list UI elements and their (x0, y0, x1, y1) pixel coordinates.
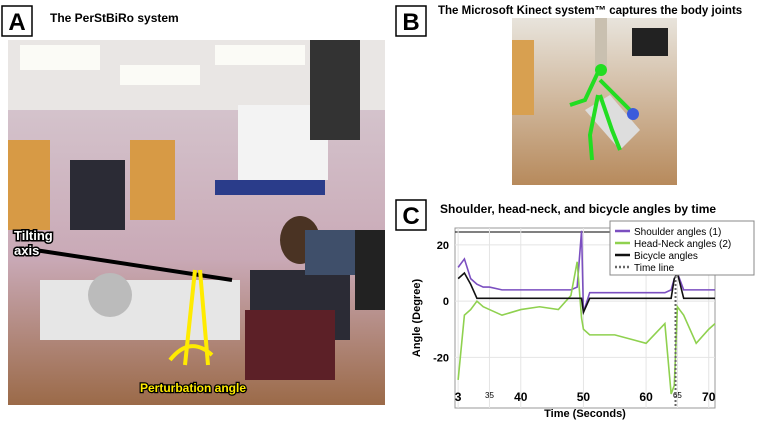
series-line (457, 261, 716, 395)
panel-title: The PerStBiRo system (50, 11, 179, 25)
x-tick-label: 40 (514, 390, 528, 404)
panel-title: The Microsoft Kinect system™ captures th… (438, 5, 742, 17)
photo-kinect (512, 18, 677, 185)
annotation: Tilting (14, 228, 53, 243)
x-tick-label: 65 (673, 391, 682, 400)
panel-letter: B (402, 9, 419, 36)
perturbation-mark (168, 269, 214, 366)
chart-title: Shoulder, head-neck, and bicycle angles … (440, 202, 716, 216)
y-axis-label: Angle (Degree) (411, 279, 423, 358)
legend-label: Head-Neck angles (2) (634, 239, 731, 250)
panel-letter-box (1, 5, 33, 37)
x-tick-label: 35 (485, 391, 494, 400)
x-tick-label: 70 (702, 390, 716, 404)
y-tick-label: 0 (443, 296, 449, 308)
panel-letter: C (402, 203, 419, 230)
legend-label: Bicycle angles (634, 251, 698, 262)
x-axis-label: Time (Seconds) (544, 408, 626, 420)
legend-label: Shoulder angles (1) (634, 227, 721, 238)
panel-letter-box (395, 5, 427, 37)
legend-box (609, 220, 755, 276)
x-tick-label: 3 (455, 390, 462, 404)
annotation: Perturbation angle (140, 381, 246, 395)
annotation: axis (14, 243, 39, 258)
x-tick-label: 50 (577, 390, 591, 404)
panel-letter-box (395, 199, 427, 231)
photo-lab (8, 40, 385, 405)
x-tick-label: 60 (639, 390, 653, 404)
panel-letter: A (8, 9, 25, 36)
legend-label: Time line (634, 263, 675, 274)
y-tick-label: -20 (433, 352, 449, 364)
y-tick-label: 20 (437, 240, 449, 252)
